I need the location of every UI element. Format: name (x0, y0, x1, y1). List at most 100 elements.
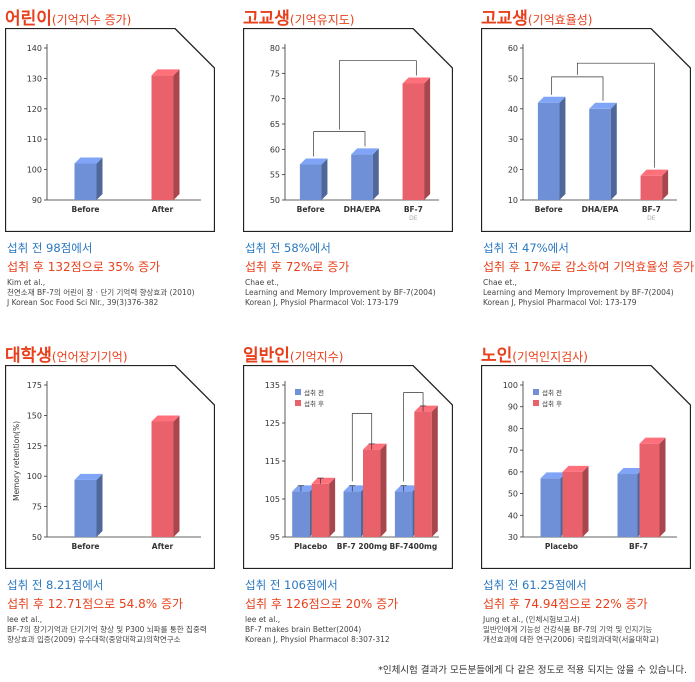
reference-line: Korean J, Physiol Pharmacol Vol: 173-179 (483, 298, 637, 307)
panel-title-sub: (언어장기기억) (51, 350, 128, 364)
y-tick-label: 130 (27, 74, 42, 83)
chart-svg: 95 105 115 125 135 섭취 전섭취 후 Placebo BF-7 200mg B… (243, 365, 453, 569)
bar (537, 96, 566, 200)
bar-after (414, 405, 438, 537)
reference: Jung et al., (인체시험보고서) 일반인에게 기능성 건강식품 BF-… (483, 615, 659, 645)
y-tick-label: 120 (27, 105, 42, 114)
y-tick-label: 90 (32, 196, 42, 205)
significance-bracket (313, 131, 366, 157)
significance-bracket (551, 76, 604, 101)
panel-title: 고교생(기억효율성) (481, 4, 593, 29)
legend-swatch (295, 400, 301, 406)
stat-before: 섭취 전 61.25점에서 (483, 578, 587, 592)
panel-title-main: 고교생 (481, 9, 528, 29)
y-tick-label: 100 (27, 166, 42, 175)
y-tick-label: 80 (270, 44, 280, 53)
chart-svg: 50 75 100 125 150 175 Memory retention(%) Befor… (5, 365, 215, 569)
category-sublabel: DE (409, 215, 418, 222)
reference-line: Jung et al., (인체시험보고서) (483, 615, 580, 624)
y-axis-label: Memory retention(%) (12, 421, 21, 501)
chart-frame: 95 105 115 125 135 섭취 전 섭취 후 Placebo BF-7 200mg B… (243, 365, 453, 569)
chart-svg: 50 55 60 65 70 75 80 Before DHA/EPA BF-7DE (243, 28, 453, 232)
bar (74, 157, 103, 200)
y-tick-label: 60 (508, 44, 518, 53)
stat-after: 섭취 후 72%로 증가 (245, 260, 350, 274)
category-label: Before (71, 542, 99, 551)
y-tick-label: 30 (508, 135, 518, 144)
y-tick-label: 20 (508, 166, 518, 175)
chart-border (243, 28, 453, 232)
y-tick-label: 80 (508, 424, 518, 433)
category-sublabel: DE (647, 215, 656, 222)
panel-title-sub: (기억지수 증가) (51, 13, 132, 27)
y-tick-label: 70 (270, 95, 280, 104)
stat-before: 섭취 전 98점에서 (7, 241, 93, 255)
y-tick-label: 50 (270, 196, 280, 205)
category-label: DHA/EPA (582, 205, 619, 214)
category-label: Placebo (545, 542, 578, 551)
stat-after: 섭취 후 74.94점으로 22% 증가 (483, 597, 648, 611)
disclaimer-footnote: *인체시험 결과가 모든분들에게 다 같은 정도로 적용 되지는 않을 수 있습… (378, 665, 687, 676)
panel-title-sub: (기억인지검사) (512, 350, 588, 364)
reference-line: 천연소재 BF-7의 어린이 장 · 단기 기억력 향상효과 (2010) (7, 288, 195, 297)
y-tick-label: 175 (27, 381, 42, 390)
panel-title: 대학생(언어장기기억) (5, 341, 128, 366)
chart-frame: 10 20 30 40 50 60 Before DHA/EPA BF-7 DE (481, 28, 691, 232)
chart-svg: 90 100 110 120 130 140 Before After (5, 28, 215, 232)
category-label: BF-7 (629, 542, 648, 551)
reference-line: lee et al., (245, 615, 281, 624)
stat-before: 섭취 전 8.21점에서 (7, 578, 104, 592)
bar-after (639, 437, 666, 537)
panel-title-main: 노인 (481, 346, 513, 366)
chart-frame: 50 75 100 125 150 175 Memory retention(%) Befor… (5, 365, 215, 569)
panel-title: 어린이(기억지수 증가) (5, 4, 131, 29)
y-tick-label: 40 (508, 105, 518, 114)
bar (299, 158, 328, 200)
significance-bracket (403, 392, 424, 482)
category-label: DHA/EPA (344, 205, 381, 214)
y-tick-label: 115 (265, 457, 280, 466)
category-label: BF-7 (642, 205, 661, 214)
reference: lee et al., BF-7 makes brain Better(2004)… (245, 615, 390, 645)
reference: lee et al., BF-7의 장기기억과 단기기억 향상 및 P300 뇌파… (7, 615, 207, 645)
stat-after: 섭취 후 132점으로 35% 증가 (7, 260, 161, 274)
category-label: After (152, 542, 174, 551)
chart-svg: 10 20 30 40 50 60 Before DHA/EPA BF-7DE (481, 28, 691, 232)
reference-line: Korean J, Physiol Pharmacol Vol: 173-179 (245, 298, 399, 307)
stat-after: 섭취 후 126점으로 20% 증가 (245, 597, 399, 611)
reference-line: lee et al., (7, 615, 43, 624)
bar (402, 77, 431, 200)
panel-title-sub: (기억효율성) (527, 13, 593, 27)
y-tick-label: 125 (265, 419, 280, 428)
significance-bracket (576, 62, 655, 168)
reference-line: Learning and Memory Improvement by BF-7(… (245, 288, 436, 297)
y-tick-label: 140 (27, 44, 42, 53)
legend-swatch (295, 389, 301, 395)
y-tick-label: 60 (508, 468, 518, 477)
reference-line: 향상효과 입증(2009) 유수대학(중앙대학교)의학연구소 (7, 635, 181, 644)
y-tick-label: 105 (265, 495, 280, 504)
chart-svg: 30 40 50 60 70 80 90 100 섭취 전섭취 후 Placebo BF-7 (481, 365, 691, 569)
reference-line: Kim et al., (7, 278, 46, 287)
y-tick-label: 50 (508, 74, 518, 83)
reference-line: 개선효과에 대한 연구(2006) 국립의과대학(서울대학교) (483, 635, 659, 644)
bar (640, 169, 669, 200)
reference: Chae et., Learning and Memory Improvement… (245, 278, 436, 308)
reference-line: Chae et., (245, 278, 279, 287)
stat-before: 섭취 전 47%에서 (483, 241, 569, 255)
bar-after (562, 465, 589, 537)
reference-line: Learning and Memory Improvement by BF-7(… (483, 288, 674, 297)
y-tick-label: 10 (508, 196, 518, 205)
legend-label: 섭취 후 (542, 399, 562, 408)
y-tick-label: 65 (270, 120, 280, 129)
bar-after (311, 477, 336, 537)
panel-title-main: 대학생 (5, 346, 52, 366)
y-tick-label: 110 (27, 135, 42, 144)
reference-line: BF-7의 장기기억과 단기기억 향상 및 P300 뇌파를 통한 집중력 (7, 625, 207, 634)
legend-label: 섭취 후 (304, 399, 324, 408)
y-tick-label: 95 (270, 533, 280, 542)
chart-border (481, 28, 691, 232)
bar (351, 148, 379, 200)
bar (589, 102, 617, 200)
y-tick-label: 50 (32, 533, 42, 542)
